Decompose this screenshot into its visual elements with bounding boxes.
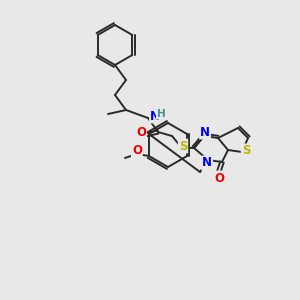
Text: O: O: [136, 127, 146, 140]
Text: O: O: [132, 145, 142, 158]
Text: H: H: [157, 109, 165, 119]
Text: N: N: [202, 157, 212, 169]
Text: S: S: [242, 145, 250, 158]
Text: O: O: [214, 172, 224, 184]
Text: N: N: [150, 110, 160, 122]
Text: N: N: [200, 125, 210, 139]
Text: S: S: [179, 140, 187, 152]
